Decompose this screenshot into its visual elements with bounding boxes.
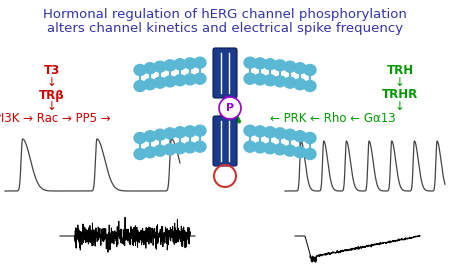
Text: ↓: ↓ <box>395 101 405 114</box>
Ellipse shape <box>264 127 276 138</box>
Ellipse shape <box>184 58 196 69</box>
Ellipse shape <box>254 58 266 69</box>
Ellipse shape <box>264 143 276 154</box>
Ellipse shape <box>154 129 166 140</box>
Ellipse shape <box>264 75 276 86</box>
Ellipse shape <box>154 77 166 88</box>
Text: ↓: ↓ <box>47 77 57 89</box>
Ellipse shape <box>174 59 186 70</box>
Ellipse shape <box>174 75 186 86</box>
Ellipse shape <box>154 145 166 156</box>
Ellipse shape <box>164 76 176 87</box>
Text: TRβ: TRβ <box>39 89 65 102</box>
Ellipse shape <box>154 61 166 72</box>
Ellipse shape <box>284 61 296 72</box>
Circle shape <box>219 97 241 119</box>
Text: ↓: ↓ <box>47 101 57 114</box>
Ellipse shape <box>134 132 146 143</box>
Ellipse shape <box>244 73 256 84</box>
FancyBboxPatch shape <box>213 48 237 98</box>
Ellipse shape <box>174 127 186 138</box>
Text: P: P <box>226 103 234 113</box>
Ellipse shape <box>274 60 286 71</box>
Text: PI3K → Rac → PP5 →: PI3K → Rac → PP5 → <box>0 113 110 126</box>
Ellipse shape <box>164 128 176 139</box>
Ellipse shape <box>134 64 146 76</box>
Ellipse shape <box>294 147 306 158</box>
Ellipse shape <box>284 77 296 88</box>
Ellipse shape <box>274 76 286 87</box>
Text: T3: T3 <box>44 64 60 77</box>
Ellipse shape <box>144 147 156 158</box>
Ellipse shape <box>244 141 256 152</box>
Ellipse shape <box>294 79 306 90</box>
Ellipse shape <box>184 126 196 137</box>
Ellipse shape <box>254 142 266 153</box>
Ellipse shape <box>264 59 276 70</box>
Ellipse shape <box>294 63 306 74</box>
Ellipse shape <box>304 148 316 160</box>
Ellipse shape <box>284 145 296 156</box>
Ellipse shape <box>294 131 306 142</box>
Ellipse shape <box>144 63 156 74</box>
Ellipse shape <box>254 126 266 137</box>
Text: Hormonal regulation of hERG channel phosphorylation: Hormonal regulation of hERG channel phos… <box>43 8 407 21</box>
Ellipse shape <box>134 81 146 92</box>
Ellipse shape <box>184 74 196 85</box>
Text: alters channel kinetics and electrical spike frequency: alters channel kinetics and electrical s… <box>47 22 403 35</box>
Text: ← PRK ← Rho ← Gα13: ← PRK ← Rho ← Gα13 <box>270 111 396 124</box>
Ellipse shape <box>244 125 256 136</box>
Ellipse shape <box>274 128 286 139</box>
Text: TRH: TRH <box>387 64 414 77</box>
FancyBboxPatch shape <box>213 116 237 166</box>
Ellipse shape <box>194 73 206 84</box>
Ellipse shape <box>134 148 146 160</box>
Ellipse shape <box>304 132 316 143</box>
Text: TRHR: TRHR <box>382 89 418 102</box>
Ellipse shape <box>304 81 316 92</box>
Ellipse shape <box>174 143 186 154</box>
Ellipse shape <box>164 60 176 71</box>
Ellipse shape <box>244 57 256 68</box>
Ellipse shape <box>194 141 206 152</box>
Ellipse shape <box>194 57 206 68</box>
Ellipse shape <box>164 144 176 155</box>
Ellipse shape <box>284 129 296 140</box>
Ellipse shape <box>274 144 286 155</box>
Ellipse shape <box>194 125 206 136</box>
Ellipse shape <box>304 64 316 76</box>
Text: ↓: ↓ <box>395 77 405 89</box>
Ellipse shape <box>144 79 156 90</box>
Ellipse shape <box>254 74 266 85</box>
Ellipse shape <box>184 142 196 153</box>
Ellipse shape <box>144 131 156 142</box>
